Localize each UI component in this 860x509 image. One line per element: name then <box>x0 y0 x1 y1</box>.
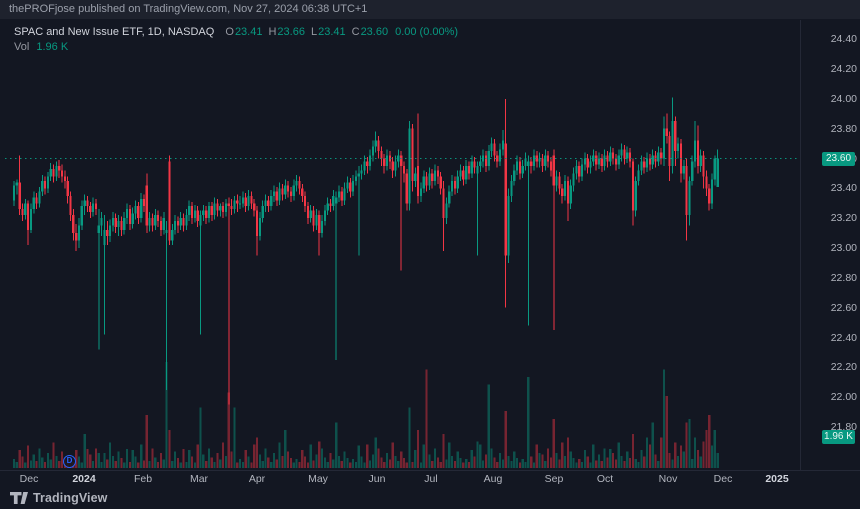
price-tick-label: 23.40 <box>830 182 857 195</box>
time-tick-label: May <box>308 473 328 485</box>
price-tick-label: 24.20 <box>830 62 857 75</box>
time-tick-label: Nov <box>658 473 678 485</box>
low-label: L <box>310 26 318 38</box>
tradingview-logo-icon <box>10 492 28 504</box>
price-tick-label: 22.20 <box>830 361 857 374</box>
close-value: 23.60 <box>360 26 389 38</box>
footer-bar: TradingView <box>0 487 860 509</box>
price-tick-label: 22.00 <box>830 391 857 404</box>
volume-value: 1.96 K <box>36 41 69 53</box>
price-tick-label: 24.00 <box>830 92 857 105</box>
high-label: H <box>268 26 277 38</box>
price-tick-label: 22.40 <box>830 331 857 344</box>
open-value: 23.41 <box>234 26 263 38</box>
symbol-title[interactable]: SPAC and New Issue ETF, 1D, NASDAQ <box>14 26 215 38</box>
change-value: 0.00 (0.00%) <box>395 26 459 38</box>
price-tick-label: 23.80 <box>830 122 857 135</box>
time-tick-label: Jul <box>424 473 438 485</box>
price-tick-label: 22.80 <box>830 271 857 284</box>
time-tick-label: Sep <box>544 473 564 485</box>
low-value: 23.41 <box>318 26 346 38</box>
time-tick-label: Dec <box>713 473 733 485</box>
time-tick-label: Feb <box>133 473 153 485</box>
time-tick-label: Oct <box>596 473 614 485</box>
price-tick-label: 22.60 <box>830 301 857 314</box>
tradingview-brand[interactable]: TradingView <box>10 491 108 505</box>
dividend-marker[interactable]: D <box>63 455 76 468</box>
time-tick-label: Dec <box>19 473 39 485</box>
price-tick-label: 24.40 <box>830 33 857 46</box>
chart-legend: SPAC and New Issue ETF, 1D, NASDAQ O23.4… <box>14 25 459 55</box>
current-volume-badge: 1.96 K <box>822 430 855 444</box>
time-tick-label: Apr <box>248 473 266 485</box>
close-label: C <box>351 26 360 38</box>
candlestick-chart[interactable] <box>0 20 800 470</box>
attribution-text: thePROFjose published on TradingView.com… <box>9 3 368 15</box>
high-value: 23.66 <box>277 26 305 38</box>
time-tick-label: 2025 <box>765 473 789 485</box>
price-tick-label: 23.20 <box>830 212 857 225</box>
time-tick-label: Jun <box>368 473 386 485</box>
current-price-badge: 23.60 <box>822 151 855 166</box>
time-axis[interactable]: Dec 2024 Feb Mar Apr May Jun Jul Aug Sep Oct Nov Dec… <box>0 470 860 487</box>
open-label: O <box>225 26 234 38</box>
time-tick-label: Aug <box>483 473 503 485</box>
time-tick-label: 2024 <box>72 473 96 485</box>
time-tick-label: Mar <box>189 473 209 485</box>
ohlc-values: O23.41 H23.66 L23.41 C23.60 0.00 (0.00%) <box>225 26 459 38</box>
volume-label: Vol <box>14 41 30 53</box>
tradingview-wordmark: TradingView <box>33 491 108 505</box>
price-tick-label: 23.00 <box>830 242 857 255</box>
dividend-marker-label: D <box>66 456 73 465</box>
attribution-bar: thePROFjose published on TradingView.com… <box>0 0 860 19</box>
price-axis[interactable]: 23.60 1.96 K 24.4024.2024.0023.8023.6023… <box>800 20 860 470</box>
